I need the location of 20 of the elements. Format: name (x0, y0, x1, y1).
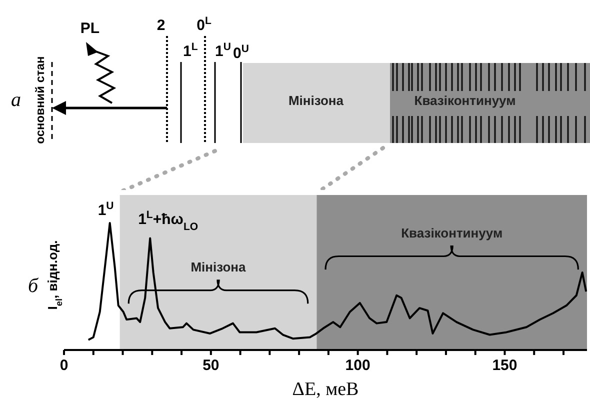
x-tick-label: 150 (492, 357, 518, 374)
text: a (11, 89, 21, 111)
text: 1$^{L}$ (183, 41, 198, 60)
text: Мінізона (288, 93, 344, 108)
x-tick-label: 50 (202, 357, 220, 374)
text: основний стан (33, 56, 47, 144)
text: Квазіконтинуум (414, 93, 516, 108)
text: 2 (156, 17, 166, 34)
x-tick-label: 100 (345, 357, 370, 374)
x-axis-title: ΔE, меВ (292, 379, 359, 400)
x-tick-label: 0 (60, 357, 68, 374)
text: б (28, 275, 39, 297)
annotation: 1$^{U}$ (98, 200, 114, 219)
text: PL (80, 20, 100, 37)
text: 1$^{U}$ (215, 41, 231, 60)
text: 0$^{U}$ (233, 43, 249, 62)
text: 0$^{L}$ (196, 15, 212, 34)
band-label: Квазіконтинуум (401, 225, 503, 240)
annotation: 1$^{L}$+ħω$_{LO}$ (138, 209, 198, 234)
band-label: Мінізона (190, 260, 247, 275)
